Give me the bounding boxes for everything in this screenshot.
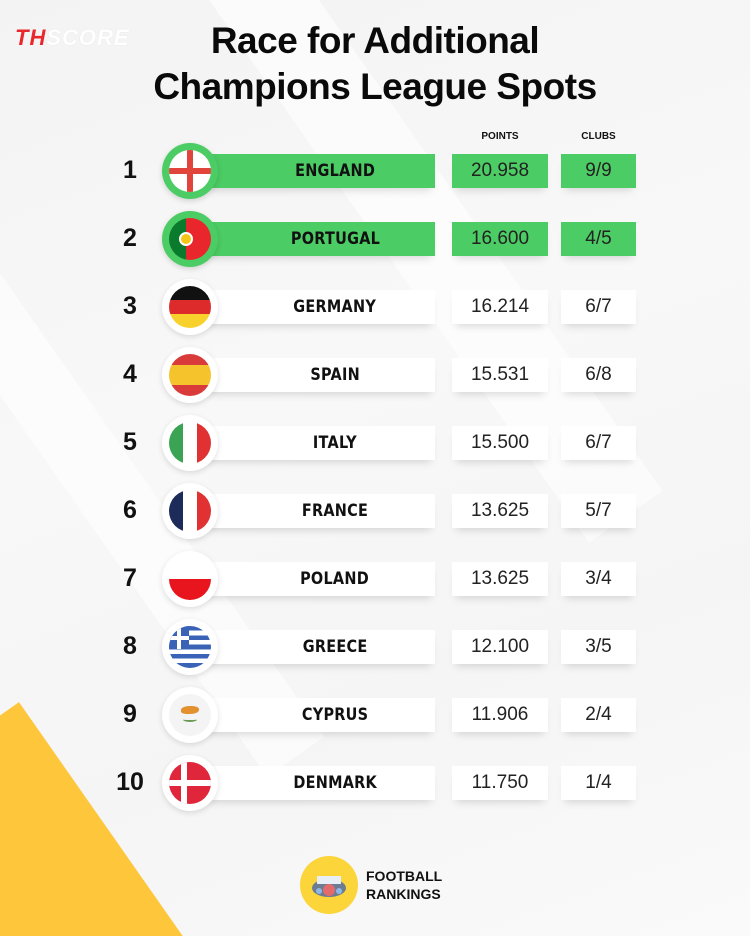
clubs-value: 6/7 (561, 290, 636, 324)
title-line-1: Race for Additional (210, 20, 540, 61)
clubs-value: 9/9 (561, 154, 636, 188)
rank-number: 7 (123, 564, 137, 592)
table-row: 2 PORTUGAL 16.600 4/5 (0, 209, 750, 269)
greece-flag-icon (169, 626, 211, 668)
clubs-value: 4/5 (561, 222, 636, 256)
rank-number: 6 (123, 496, 137, 524)
rank-number: 3 (123, 292, 137, 320)
football-rankings-footer: FOOTBALL RANKINGS (300, 856, 442, 914)
poland-flag-icon (169, 558, 211, 600)
country-label: SPAIN (310, 365, 360, 385)
table-row: 10 DENMARK 11.750 1/4 (0, 753, 750, 813)
clubs-value: 6/8 (561, 358, 636, 392)
country-name: SPAIN (205, 358, 435, 392)
cyprus-flag-icon (169, 694, 211, 736)
country-label: FRANCE (301, 501, 369, 521)
points-value: 16.600 (452, 222, 548, 256)
country-name: GERMANY (205, 290, 435, 324)
rank-number: 5 (123, 428, 137, 456)
clubs-value: 6/7 (561, 426, 636, 460)
points-value: 15.531 (452, 358, 548, 392)
denmark-flag-icon (169, 762, 211, 804)
rank-number: 9 (123, 700, 137, 728)
spain-flag-icon (169, 354, 211, 396)
country-label: GERMANY (293, 297, 377, 317)
rank-number: 1 (123, 156, 137, 184)
table-row: 8 GREECE 12.100 3/5 (0, 617, 750, 677)
country-name: FRANCE (205, 494, 435, 528)
points-value: 16.214 (452, 290, 548, 324)
rank-number: 4 (123, 360, 137, 388)
germany-flag-icon (169, 286, 211, 328)
clubs-value: 3/5 (561, 630, 636, 664)
country-label: POLAND (300, 569, 370, 589)
clubs-value: 3/4 (561, 562, 636, 596)
points-value: 12.100 (452, 630, 548, 664)
table-row: 7 POLAND 13.625 3/4 (0, 549, 750, 609)
logo-th: TH (15, 25, 47, 50)
points-value: 11.750 (452, 766, 548, 800)
rank-number: 8 (123, 632, 137, 660)
table-row: 9 CYPRUS 11.906 2/4 (0, 685, 750, 745)
flag-badge (162, 415, 218, 471)
flag-badge (162, 143, 218, 199)
clubs-value: 2/4 (561, 698, 636, 732)
country-label: ITALY (312, 433, 357, 453)
country-label: PORTUGAL (290, 229, 380, 249)
flag-badge (162, 483, 218, 539)
page-title: Race for Additional Champions League Spo… (140, 18, 610, 110)
logo-score: SCORE (46, 25, 130, 50)
rank-number: 2 (123, 224, 137, 252)
flag-badge (162, 279, 218, 335)
flag-badge (162, 687, 218, 743)
country-label: CYPRUS (301, 705, 369, 725)
points-value: 15.500 (452, 426, 548, 460)
clubs-value: 1/4 (561, 766, 636, 800)
flag-badge (162, 211, 218, 267)
country-name: ENGLAND (205, 154, 435, 188)
country-name: GREECE (205, 630, 435, 664)
country-label: DENMARK (293, 773, 377, 793)
clubs-value: 5/7 (561, 494, 636, 528)
points-value: 13.625 (452, 494, 548, 528)
points-value: 13.625 (452, 562, 548, 596)
table-row: 4 SPAIN 15.531 6/8 (0, 345, 750, 405)
football-rankings-logo-icon (300, 856, 358, 914)
flag-badge (162, 755, 218, 811)
country-label: GREECE (302, 637, 368, 657)
country-label: ENGLAND (294, 161, 376, 181)
footer-line-2: RANKINGS (366, 886, 441, 902)
thscore-logo: TH SCORE (15, 25, 130, 51)
points-column-header: POINTS (481, 131, 519, 142)
title-line-2: Champions League Spots (153, 66, 597, 107)
points-value: 11.906 (452, 698, 548, 732)
italy-flag-icon (169, 422, 211, 464)
flag-badge (162, 551, 218, 607)
rank-number: 10 (116, 768, 144, 796)
france-flag-icon (169, 490, 211, 532)
table-row: 5 ITALY 15.500 6/7 (0, 413, 750, 473)
table-row: 6 FRANCE 13.625 5/7 (0, 481, 750, 541)
table-row: 3 GERMANY 16.214 6/7 (0, 277, 750, 337)
clubs-column-header: CLUBS (581, 131, 616, 142)
country-name: CYPRUS (205, 698, 435, 732)
country-name: ITALY (205, 426, 435, 460)
flag-badge (162, 347, 218, 403)
flag-badge (162, 619, 218, 675)
country-name: PORTUGAL (205, 222, 435, 256)
footer-line-1: FOOTBALL (366, 868, 443, 884)
country-name: POLAND (205, 562, 435, 596)
table-row: 1 ENGLAND 20.958 9/9 (0, 141, 750, 201)
portugal-flag-icon (169, 218, 211, 260)
england-flag-icon (169, 150, 211, 192)
points-value: 20.958 (452, 154, 548, 188)
country-name: DENMARK (205, 766, 435, 800)
